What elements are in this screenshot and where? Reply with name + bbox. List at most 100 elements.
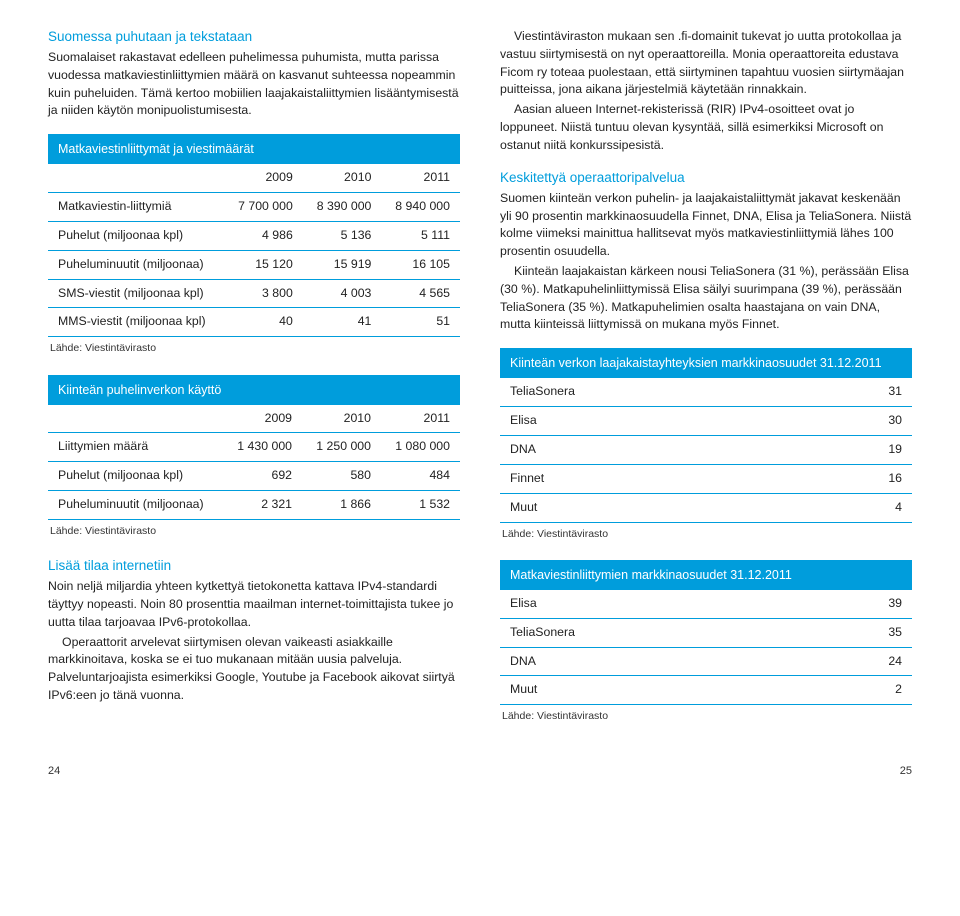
table-cell-label: TeliaSonera bbox=[500, 378, 795, 406]
table-cell: 30 bbox=[795, 407, 912, 436]
table-cell: 692 bbox=[223, 462, 302, 491]
table2-year-0: 2009 bbox=[223, 405, 302, 433]
table2-year-1: 2010 bbox=[302, 405, 381, 433]
table-cell-label: Muut bbox=[500, 676, 795, 705]
table-cell-label: Finnet bbox=[500, 464, 795, 493]
table2-title: Kiinteän puhelinverkon käyttö bbox=[48, 375, 460, 405]
table2-blank-header bbox=[48, 405, 223, 433]
two-column-layout: Suomessa puhutaan ja tekstataan Suomalai… bbox=[48, 28, 912, 742]
table-laajakaista-osuudet: Kiinteän verkon laajakaistayhteyksien ma… bbox=[500, 348, 912, 522]
table-row: Finnet 16 bbox=[500, 464, 912, 493]
table-cell-label: Puheluminuutit (miljoonaa) bbox=[48, 491, 223, 520]
table-cell: 1 866 bbox=[302, 491, 381, 520]
table-cell: 1 250 000 bbox=[302, 433, 381, 462]
table-cell: 5 136 bbox=[303, 221, 382, 250]
table-cell: 4 986 bbox=[224, 221, 303, 250]
heading-lisaa-tilaa: Lisää tilaa internetiin bbox=[48, 557, 460, 576]
table-cell-label: Liittymien määrä bbox=[48, 433, 223, 462]
table-row: MMS-viestit (miljoonaa kpl) 40 41 51 bbox=[48, 308, 460, 337]
p-laajakaista-karki: Kiinteän laajakaistan kärkeen nousi Teli… bbox=[500, 263, 912, 334]
table-row: TeliaSonera 35 bbox=[500, 618, 912, 647]
page-numbers: 24 25 bbox=[48, 764, 912, 780]
table2-source: Lähde: Viestintävirasto bbox=[50, 524, 460, 539]
table1-year-1: 2010 bbox=[303, 164, 382, 192]
table-cell-label: DNA bbox=[500, 436, 795, 465]
table-cell: 4 565 bbox=[381, 279, 460, 308]
intro-text: Suomalaiset rakastavat edelleen puhelime… bbox=[48, 49, 460, 120]
table-cell: 2 321 bbox=[223, 491, 302, 520]
table-row: TeliaSonera 31 bbox=[500, 378, 912, 406]
table-row: Puheluminuutit (miljoonaa) 15 120 15 919… bbox=[48, 250, 460, 279]
p-aasia: Aasian alueen Internet-rekisterissä (RIR… bbox=[500, 101, 912, 154]
table-row: Puhelut (miljoonaa kpl) 4 986 5 136 5 11… bbox=[48, 221, 460, 250]
table-cell-label: Elisa bbox=[500, 590, 795, 618]
table-cell: 484 bbox=[381, 462, 460, 491]
table-row: DNA 19 bbox=[500, 436, 912, 465]
table-row: SMS-viestit (miljoonaa kpl) 3 800 4 003 … bbox=[48, 279, 460, 308]
table-row: Matkaviestin-liittymiä 7 700 000 8 390 0… bbox=[48, 193, 460, 222]
table4-source: Lähde: Viestintävirasto bbox=[502, 709, 912, 724]
table-cell: 31 bbox=[795, 378, 912, 406]
table-row: Muut 2 bbox=[500, 676, 912, 705]
table-row: DNA 24 bbox=[500, 647, 912, 676]
table4-title: Matkaviestinliittymien markkinaosuudet 3… bbox=[500, 560, 912, 590]
p-markkinaosuudet: Suomen kiinteän verkon puhelin- ja laaja… bbox=[500, 190, 912, 261]
page-number-right: 25 bbox=[900, 764, 912, 780]
table-cell-label: Elisa bbox=[500, 407, 795, 436]
table3-title: Kiinteän verkon laajakaistayhteyksien ma… bbox=[500, 348, 912, 378]
table-cell-label: Puhelut (miljoonaa kpl) bbox=[48, 221, 224, 250]
table-cell-label: SMS-viestit (miljoonaa kpl) bbox=[48, 279, 224, 308]
table-cell: 39 bbox=[795, 590, 912, 618]
table-kiintea-puhelinverkko: Kiinteän puhelinverkon käyttö 2009 2010 … bbox=[48, 375, 460, 520]
table-cell: 7 700 000 bbox=[224, 193, 303, 222]
table-row: Muut 4 bbox=[500, 493, 912, 522]
table-cell: 51 bbox=[381, 308, 460, 337]
p-operaattorit: Operaattorit arvelevat siirtymisen oleva… bbox=[48, 634, 460, 705]
table-row: Elisa 39 bbox=[500, 590, 912, 618]
table1-year-2: 2011 bbox=[381, 164, 460, 192]
table-row: Puhelut (miljoonaa kpl) 692 580 484 bbox=[48, 462, 460, 491]
table-cell: 16 105 bbox=[381, 250, 460, 279]
table2-year-2: 2011 bbox=[381, 405, 460, 433]
table1-title: Matkaviestinliittymät ja viestimäärät bbox=[48, 134, 460, 164]
table-cell: 16 bbox=[795, 464, 912, 493]
right-column: Viestintäviraston mukaan sen .fi-domaini… bbox=[500, 28, 912, 742]
table1-year-0: 2009 bbox=[224, 164, 303, 192]
table-cell: 580 bbox=[302, 462, 381, 491]
table-cell-label: Muut bbox=[500, 493, 795, 522]
table-cell: 35 bbox=[795, 618, 912, 647]
table1-source: Lähde: Viestintävirasto bbox=[50, 341, 460, 356]
table-row: Elisa 30 bbox=[500, 407, 912, 436]
table-row: Puheluminuutit (miljoonaa) 2 321 1 866 1… bbox=[48, 491, 460, 520]
table-cell-label: Puhelut (miljoonaa kpl) bbox=[48, 462, 223, 491]
intro-paragraph: Suomalaiset rakastavat edelleen puhelime… bbox=[48, 49, 460, 120]
table-cell: 15 919 bbox=[303, 250, 382, 279]
table-cell: 19 bbox=[795, 436, 912, 465]
table-cell: 24 bbox=[795, 647, 912, 676]
heading-suomessa: Suomessa puhutaan ja tekstataan bbox=[48, 28, 460, 47]
table-cell: 4 bbox=[795, 493, 912, 522]
table-cell: 1 080 000 bbox=[381, 433, 460, 462]
page-number-left: 24 bbox=[48, 764, 60, 780]
table-cell: 8 940 000 bbox=[381, 193, 460, 222]
p-viestintavirasto: Viestintäviraston mukaan sen .fi-domaini… bbox=[500, 28, 912, 99]
table-cell: 41 bbox=[303, 308, 382, 337]
table-cell-label: DNA bbox=[500, 647, 795, 676]
table-cell: 2 bbox=[795, 676, 912, 705]
table-cell-label: TeliaSonera bbox=[500, 618, 795, 647]
table-cell: 5 111 bbox=[381, 221, 460, 250]
table1-blank-header bbox=[48, 164, 224, 192]
table-row: Liittymien määrä 1 430 000 1 250 000 1 0… bbox=[48, 433, 460, 462]
table-cell-label: MMS-viestit (miljoonaa kpl) bbox=[48, 308, 224, 337]
table-cell: 4 003 bbox=[303, 279, 382, 308]
table3-source: Lähde: Viestintävirasto bbox=[502, 527, 912, 542]
table-matkaviestin-osuudet: Matkaviestinliittymien markkinaosuudet 3… bbox=[500, 560, 912, 705]
heading-keskitettya: Keskitettyä operaattoripalvelua bbox=[500, 169, 912, 188]
table-cell-label: Matkaviestin-liittymiä bbox=[48, 193, 224, 222]
table-cell: 3 800 bbox=[224, 279, 303, 308]
table-cell: 8 390 000 bbox=[303, 193, 382, 222]
p-ipv4: Noin neljä miljardia yhteen kytkettyä ti… bbox=[48, 578, 460, 631]
table-matkaviestin: Matkaviestinliittymät ja viestimäärät 20… bbox=[48, 134, 460, 337]
table-cell: 15 120 bbox=[224, 250, 303, 279]
table-cell: 1 430 000 bbox=[223, 433, 302, 462]
